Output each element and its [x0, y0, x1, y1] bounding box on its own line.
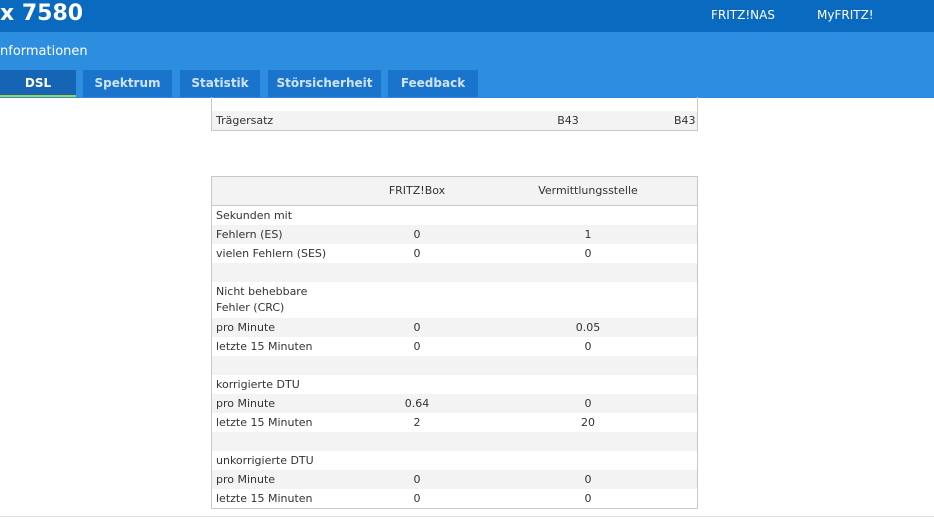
table-row: korrigierte DTU — [212, 375, 697, 394]
tab[interactable]: Störsicherheit — [268, 70, 381, 97]
nav-link[interactable]: FRITZ!NAS — [711, 8, 775, 22]
table-row: Fehlern (ES)01 — [212, 225, 697, 244]
table-row: pro Minute00 — [212, 470, 697, 489]
table-row: pro Minute00.05 — [212, 318, 697, 337]
table-row: letzte 15 Minuten220 — [212, 413, 697, 432]
table-row: Sekunden mit — [212, 206, 697, 225]
row-label: Fehlern (ES) — [216, 225, 341, 244]
page-title: nformationen — [0, 44, 88, 59]
spacer-row — [212, 263, 697, 282]
row-label: vielen Fehlern (SES) — [216, 244, 341, 263]
table-row: Nicht behebbare Fehler (CRC) — [212, 282, 697, 318]
cell: 0 — [494, 337, 682, 356]
header-row: FRITZ!BoxVermittlungsstelle — [212, 177, 697, 206]
sub-bar: nformationen DSL Spektrum Statistik Störsic… — [0, 32, 934, 98]
product-title: x 7580 — [0, 0, 83, 28]
tab[interactable]: Statistik — [180, 70, 260, 97]
cell: B43 — [512, 111, 624, 130]
cell: 1 — [494, 225, 682, 244]
carrier-table: TrägersatzB43B43 — [211, 97, 698, 131]
row-label: Nicht behebbare Fehler (CRC) — [216, 282, 341, 318]
tab[interactable]: Feedback — [388, 70, 478, 97]
error-table: FRITZ!BoxVermittlungsstelleSekunden mitF… — [211, 176, 698, 509]
cell: 0 — [342, 337, 492, 356]
cell: 0 — [342, 489, 492, 508]
cell: 0 — [342, 244, 492, 263]
cell: 0 — [342, 318, 492, 337]
cell: 0 — [494, 489, 682, 508]
cell: 0 — [494, 394, 682, 413]
nav-link[interactable]: MyFRITZ! — [817, 8, 874, 22]
table-row: vielen Fehlern (SES)00 — [212, 244, 697, 263]
tab[interactable]: DSL — [0, 70, 76, 97]
row-label: Trägersatz — [216, 111, 341, 130]
spacer-row — [212, 97, 697, 111]
top-bar: x 7580 FRITZ!NAS MyFRITZ! — [0, 0, 934, 32]
row-label: Sekunden mit — [216, 206, 341, 225]
column-header: Vermittlungsstelle — [494, 177, 682, 205]
cell: 0 — [342, 225, 492, 244]
cell: 0 — [494, 470, 682, 489]
cell: 2 — [342, 413, 492, 432]
table-row: letzte 15 Minuten00 — [212, 337, 697, 356]
row-label: pro Minute — [216, 394, 341, 413]
table-row: pro Minute0.640 — [212, 394, 697, 413]
table-row: unkorrigierte DTU — [212, 451, 697, 470]
row-label: korrigierte DTU — [216, 375, 341, 394]
row-label: letzte 15 Minuten — [216, 413, 341, 432]
row-label: letzte 15 Minuten — [216, 337, 341, 356]
row-label: unkorrigierte DTU — [216, 451, 341, 470]
row-label: letzte 15 Minuten — [216, 489, 341, 508]
cell: 0.64 — [342, 394, 492, 413]
cell: 20 — [494, 413, 682, 432]
spacer-row — [212, 432, 697, 451]
cell: 0 — [494, 244, 682, 263]
spacer-row — [212, 356, 697, 375]
column-header: FRITZ!Box — [342, 177, 492, 205]
divider — [0, 516, 934, 517]
row-label: pro Minute — [216, 318, 341, 337]
row-label: pro Minute — [216, 470, 341, 489]
cell: B43 — [632, 111, 784, 130]
cell: 0.05 — [494, 318, 682, 337]
tab[interactable]: Spektrum — [83, 70, 172, 97]
table-row: letzte 15 Minuten00 — [212, 489, 697, 508]
table-row: TrägersatzB43B43 — [212, 111, 697, 130]
cell: 0 — [342, 470, 492, 489]
